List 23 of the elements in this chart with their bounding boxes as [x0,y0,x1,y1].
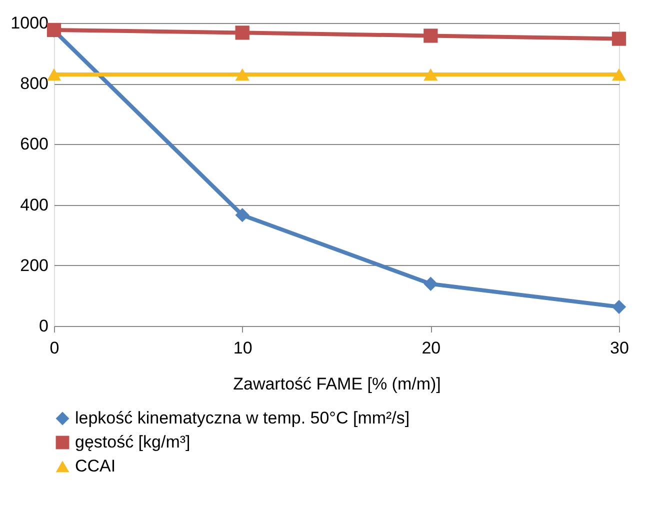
point [235,26,250,40]
point [235,208,250,222]
point [612,300,626,314]
point [612,68,626,81]
point [612,32,626,46]
legend-label: gęstość [kg/m³] [75,432,190,452]
legend-label: CCAI [75,456,116,476]
y-tick-label: 0 [39,316,48,336]
point [424,68,438,81]
y-tick-label: 600 [20,134,48,154]
point [424,276,438,291]
y-tick-label: 1000 [10,14,48,32]
y-tick-label: 400 [20,195,48,214]
y-tick-label: 800 [20,74,48,94]
x-axis-title: Zawartość FAME [% (m/m)] [233,374,441,394]
x-tick-label: 30 [610,338,629,358]
point [235,68,250,81]
point [46,68,62,81]
point [424,28,438,43]
x-tick-label: 10 [233,338,252,358]
legend-label: lepkość kinematyczna w temp. 50°C [mm²/s] [75,408,410,428]
x-tick-label: 20 [422,338,441,358]
y-tick-label: 200 [20,256,48,275]
